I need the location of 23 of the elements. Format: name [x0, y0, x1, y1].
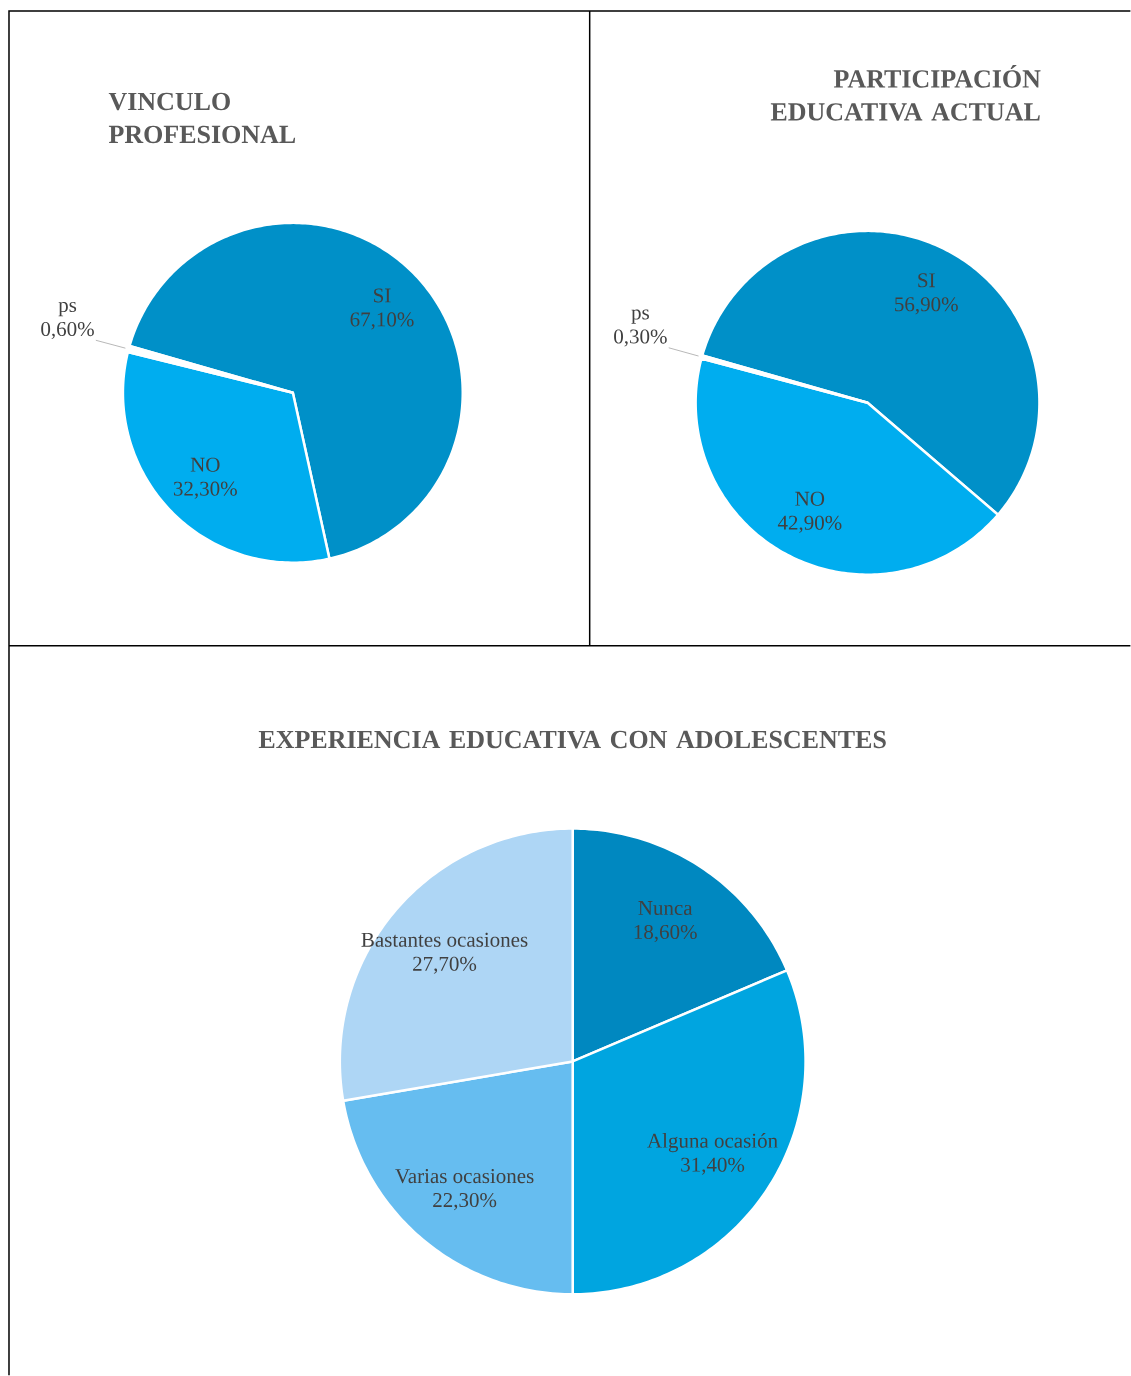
chart-title: VINCULO PROFESIONAL [108, 92, 296, 144]
data-label: 22,30% [433, 1192, 497, 1211]
slice-label: NO [190, 457, 220, 472]
slice-label: SI [374, 288, 391, 303]
data-label: 31,40% [681, 1157, 745, 1175]
slice-label: SI [918, 273, 935, 288]
slice-label: Nunca [638, 901, 693, 916]
slice-label: Alguna ocasión [647, 1133, 778, 1153]
data-label: 42,90% [777, 515, 842, 533]
data-label: 18,60% [634, 924, 697, 943]
slice-label: Varias ocasiones [395, 1169, 534, 1184]
data-label: 56,90% [895, 297, 958, 315]
data-label: 0,30% [614, 329, 667, 347]
data-label: 67,10% [350, 312, 414, 330]
chart-title: EXPERIENCIA EDUCATIVA CON ADOLESCENTES [258, 730, 886, 749]
data-label: 0,60% [41, 321, 94, 340]
slice-label: Bastantes ocasiones [361, 932, 528, 947]
data-label: 32,30% [173, 481, 237, 499]
chart-title: PARTICIPACIÓN EDUCATIVA ACTUAL [770, 65, 1041, 121]
slice-label: NO [795, 491, 825, 506]
slice-label: ps [631, 309, 649, 324]
data-label: 27,70% [413, 956, 477, 974]
slice-label: ps [58, 301, 77, 317]
